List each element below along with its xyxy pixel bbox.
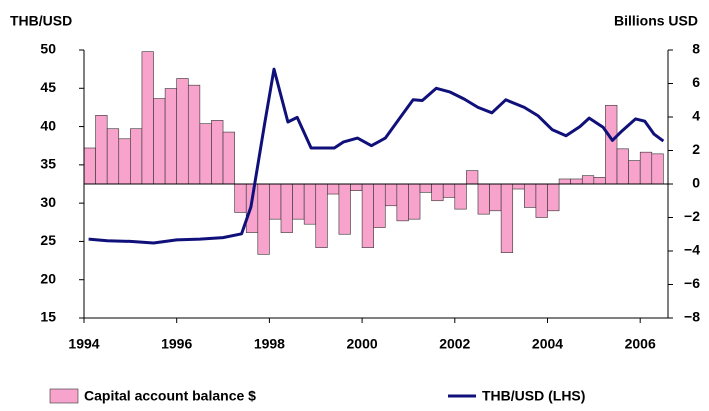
bar <box>118 138 131 185</box>
bar <box>628 160 641 185</box>
bar <box>280 183 293 233</box>
bar <box>373 183 386 228</box>
y-tick-label: 50 <box>40 41 56 57</box>
bar <box>361 183 374 248</box>
y2-tick-label: −4 <box>684 242 700 258</box>
y-tick-label: 45 <box>40 79 56 95</box>
bar <box>234 183 247 213</box>
bar <box>327 183 340 195</box>
bar <box>222 131 235 185</box>
legend-label: THB/USD (LHS) <box>482 388 585 404</box>
bar <box>106 128 120 185</box>
bar <box>130 128 143 185</box>
x-tick-label: 2004 <box>532 336 563 352</box>
bar <box>176 78 189 185</box>
bar <box>396 183 409 222</box>
bar <box>292 183 305 220</box>
x-tick-label: 1994 <box>68 336 99 352</box>
y-tick-label: 40 <box>40 117 56 133</box>
bar <box>338 183 351 235</box>
x-tick-label: 1996 <box>161 336 192 352</box>
bar <box>164 88 177 185</box>
bar <box>477 183 490 215</box>
y-tick-label: 30 <box>40 194 56 210</box>
bar <box>187 84 201 185</box>
bar <box>454 183 467 210</box>
bar <box>350 183 363 191</box>
bar <box>431 183 444 202</box>
y-tick-label: 35 <box>40 156 56 172</box>
bar <box>408 183 421 220</box>
bar <box>616 148 629 185</box>
bar <box>153 98 166 185</box>
legend-label: Capital account balance $ <box>84 388 256 404</box>
bar <box>593 177 606 185</box>
bar <box>211 120 224 185</box>
y-tick-label: 15 <box>40 309 56 325</box>
bar <box>524 183 537 208</box>
bar <box>489 183 502 212</box>
bar <box>141 51 154 185</box>
y-tick-label: 20 <box>40 270 56 286</box>
bar <box>651 153 664 185</box>
bar <box>466 170 479 185</box>
bar <box>500 183 514 253</box>
bar <box>581 175 595 185</box>
y2-tick-label: 8 <box>692 41 700 57</box>
bar <box>95 115 108 185</box>
bar <box>419 183 432 193</box>
y2-tick-label: −6 <box>684 275 700 291</box>
bar <box>199 123 212 185</box>
x-tick-label: 2006 <box>625 336 656 352</box>
y-tick-label: 25 <box>40 232 56 248</box>
bar <box>547 183 560 212</box>
line <box>88 67 665 245</box>
y2-tick-label: 0 <box>692 175 700 191</box>
bar <box>605 104 618 185</box>
bar <box>269 183 282 220</box>
bar <box>535 183 548 218</box>
y2-tick-label: −2 <box>684 208 700 224</box>
legend-swatch <box>49 388 79 404</box>
bar <box>83 147 96 185</box>
bar <box>315 183 328 248</box>
bar <box>558 178 571 185</box>
bar <box>512 183 525 190</box>
x-tick-label: 2000 <box>347 336 378 352</box>
x-tick-label: 2002 <box>439 336 470 352</box>
y2-tick-label: 2 <box>692 141 700 157</box>
y2-tick-label: 4 <box>692 108 700 124</box>
bar <box>639 151 653 185</box>
bar <box>442 183 456 198</box>
bar <box>303 183 317 225</box>
bar <box>384 183 398 207</box>
y2-tick-label: −8 <box>684 309 700 325</box>
bar <box>570 178 583 185</box>
y-axis-label: THB/USD <box>10 13 72 29</box>
y2-tick-label: 6 <box>692 74 700 90</box>
y2-axis-label: Billions USD <box>614 13 698 29</box>
x-tick-label: 1998 <box>254 336 285 352</box>
bar <box>257 183 270 255</box>
